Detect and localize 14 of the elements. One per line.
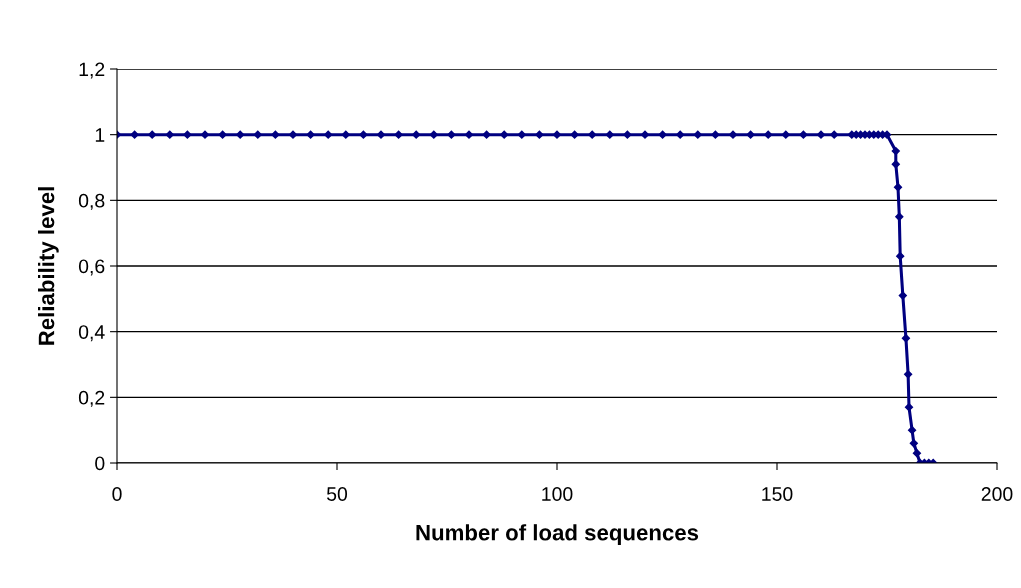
- x-tick-label: 100: [542, 487, 573, 501]
- y-tick-label: 0,8: [78, 193, 105, 210]
- x-tick-label: 150: [762, 487, 793, 501]
- y-tick-label: 1,2: [79, 62, 105, 79]
- y-tick-label: 0,2: [78, 390, 105, 407]
- x-tick-label: 200: [981, 487, 1013, 501]
- y-axis-title: Reliability level: [38, 187, 59, 345]
- y-tick-label: 0: [95, 456, 105, 471]
- y-tick-label: 0,6: [78, 259, 105, 276]
- y-tick-label: 0,4: [78, 325, 105, 342]
- y-tick-label: 1: [95, 128, 105, 142]
- x-tick-label: 0: [112, 487, 122, 501]
- x-tick-label: 50: [326, 487, 348, 501]
- x-axis-title: Number of load sequences: [416, 524, 699, 545]
